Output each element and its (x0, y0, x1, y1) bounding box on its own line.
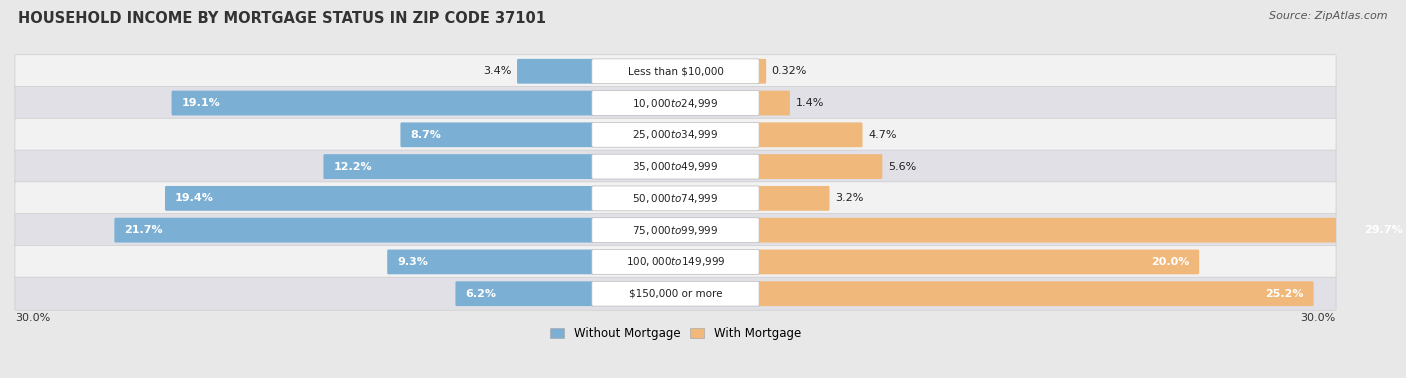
Text: $35,000 to $49,999: $35,000 to $49,999 (633, 160, 718, 173)
FancyBboxPatch shape (592, 281, 759, 306)
Text: 3.4%: 3.4% (484, 66, 512, 76)
Text: 0.32%: 0.32% (772, 66, 807, 76)
FancyBboxPatch shape (756, 218, 1406, 243)
FancyBboxPatch shape (756, 59, 766, 84)
FancyBboxPatch shape (456, 281, 595, 306)
Text: $25,000 to $34,999: $25,000 to $34,999 (633, 128, 718, 141)
Text: 25.2%: 25.2% (1265, 289, 1303, 299)
Text: Less than $10,000: Less than $10,000 (627, 66, 724, 76)
Text: 9.3%: 9.3% (396, 257, 427, 267)
Text: HOUSEHOLD INCOME BY MORTGAGE STATUS IN ZIP CODE 37101: HOUSEHOLD INCOME BY MORTGAGE STATUS IN Z… (18, 11, 547, 26)
FancyBboxPatch shape (756, 281, 1313, 306)
FancyBboxPatch shape (756, 154, 883, 179)
FancyBboxPatch shape (323, 154, 595, 179)
Text: 6.2%: 6.2% (465, 289, 496, 299)
FancyBboxPatch shape (15, 182, 1336, 215)
Legend: Without Mortgage, With Mortgage: Without Mortgage, With Mortgage (546, 322, 806, 345)
Text: $50,000 to $74,999: $50,000 to $74,999 (633, 192, 718, 205)
FancyBboxPatch shape (15, 245, 1336, 279)
FancyBboxPatch shape (15, 214, 1336, 247)
Text: $100,000 to $149,999: $100,000 to $149,999 (626, 256, 725, 268)
FancyBboxPatch shape (15, 118, 1336, 151)
FancyBboxPatch shape (592, 122, 759, 147)
FancyBboxPatch shape (756, 249, 1199, 274)
FancyBboxPatch shape (401, 122, 595, 147)
Text: 12.2%: 12.2% (333, 161, 373, 172)
Text: 19.4%: 19.4% (174, 194, 214, 203)
Text: 1.4%: 1.4% (796, 98, 824, 108)
FancyBboxPatch shape (517, 59, 595, 84)
Text: 29.7%: 29.7% (1364, 225, 1403, 235)
Text: 19.1%: 19.1% (181, 98, 221, 108)
Text: Source: ZipAtlas.com: Source: ZipAtlas.com (1270, 11, 1388, 21)
Text: 30.0%: 30.0% (1301, 313, 1336, 324)
FancyBboxPatch shape (592, 218, 759, 243)
Text: $150,000 or more: $150,000 or more (628, 289, 723, 299)
FancyBboxPatch shape (592, 91, 759, 115)
Text: 30.0%: 30.0% (15, 313, 51, 324)
Text: 8.7%: 8.7% (411, 130, 441, 140)
FancyBboxPatch shape (756, 91, 790, 115)
FancyBboxPatch shape (592, 249, 759, 274)
FancyBboxPatch shape (592, 59, 759, 84)
Text: 3.2%: 3.2% (835, 194, 863, 203)
FancyBboxPatch shape (15, 87, 1336, 119)
FancyBboxPatch shape (15, 277, 1336, 310)
FancyBboxPatch shape (165, 186, 595, 211)
FancyBboxPatch shape (592, 186, 759, 211)
Text: 21.7%: 21.7% (124, 225, 163, 235)
FancyBboxPatch shape (172, 91, 595, 115)
Text: 5.6%: 5.6% (887, 161, 917, 172)
FancyBboxPatch shape (756, 186, 830, 211)
Text: 4.7%: 4.7% (868, 130, 897, 140)
FancyBboxPatch shape (114, 218, 595, 243)
Text: $75,000 to $99,999: $75,000 to $99,999 (633, 224, 718, 237)
Text: 20.0%: 20.0% (1152, 257, 1189, 267)
FancyBboxPatch shape (756, 122, 862, 147)
FancyBboxPatch shape (592, 154, 759, 179)
FancyBboxPatch shape (15, 55, 1336, 88)
FancyBboxPatch shape (15, 150, 1336, 183)
Text: $10,000 to $24,999: $10,000 to $24,999 (633, 96, 718, 110)
FancyBboxPatch shape (387, 249, 595, 274)
